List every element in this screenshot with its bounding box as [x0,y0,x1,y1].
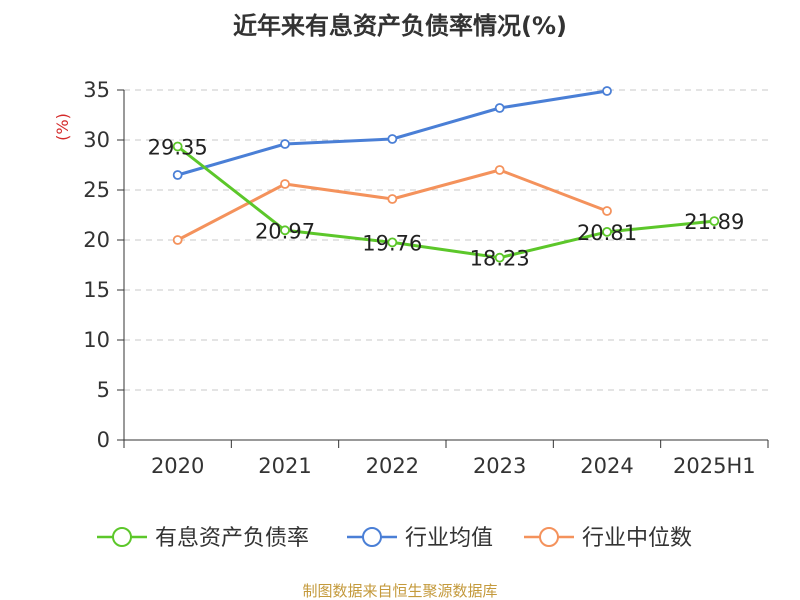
y-tick-label: 20 [83,228,110,252]
x-tick-labels: 2020 2021 2022 2023 2024 2025H1 [151,454,756,478]
data-label: 29.35 [148,136,208,160]
data-point [602,206,612,216]
y-axis-label: (%) [53,113,72,141]
x-tick-label: 2022 [366,454,419,478]
y-tick-label: 35 [83,78,110,102]
x-tick-label: 2025H1 [673,454,756,478]
legend-marker [362,527,382,547]
x-tick-label: 2023 [473,454,526,478]
data-label: 18.23 [470,247,530,271]
data-point [387,194,398,204]
data-point [602,226,612,237]
data-label: 19.76 [362,231,422,255]
legend-item-2: 行业中位数 [524,526,692,551]
y-tick-label: 5 [97,378,110,402]
y-tick-label: 10 [83,328,110,352]
legend-marker [112,527,132,547]
legend-item-0: 有息资产负债率 [97,526,309,551]
data-point [172,141,183,152]
series-line [176,168,608,242]
series-line [176,145,715,260]
legend-label: 行业中位数 [582,526,692,551]
series-1 [172,86,612,180]
legend: 有息资产负债率 行业均值 行业中位数 [97,526,692,551]
x-tick-label: 2020 [151,454,204,478]
x-tick-label: 2021 [258,454,311,478]
data-point [709,216,720,227]
y-tick-label: 30 [83,128,110,152]
data-label: 21.89 [684,210,744,234]
data-point [494,165,505,175]
series-0 [172,141,720,263]
series-line [177,89,608,177]
source-note: 制图数据来自恒生聚源数据库 [302,582,497,600]
data-point [280,225,290,236]
x-tick-label: 2024 [580,454,633,478]
y-tick-labels: 0 5 10 15 20 25 30 35 [83,78,110,452]
chart-title: 近年来有息资产负债率情况(%) [233,12,567,40]
data-label: 20.97 [255,219,315,243]
data-label: 20.81 [577,221,637,245]
data-point [172,235,183,245]
data-point [602,86,612,96]
data-point [494,252,505,263]
y-tick-label: 25 [83,178,110,202]
legend-label: 有息资产负债率 [155,526,309,551]
data-point [387,134,398,144]
series-lines [172,86,720,263]
legend-marker [539,527,559,547]
axes [117,89,769,448]
y-tick-label: 0 [97,428,110,452]
grid-lines [124,89,768,391]
data-point [172,170,183,180]
data-point [387,237,398,248]
data-labels: 29.35 20.97 19.76 18.23 20.81 21.89 [148,136,745,271]
data-point [280,139,290,149]
y-tick-label: 15 [83,278,110,302]
data-point [494,103,505,113]
data-point [280,179,290,189]
legend-item-1: 行业均值 [347,526,493,551]
legend-label: 行业均值 [405,526,493,551]
